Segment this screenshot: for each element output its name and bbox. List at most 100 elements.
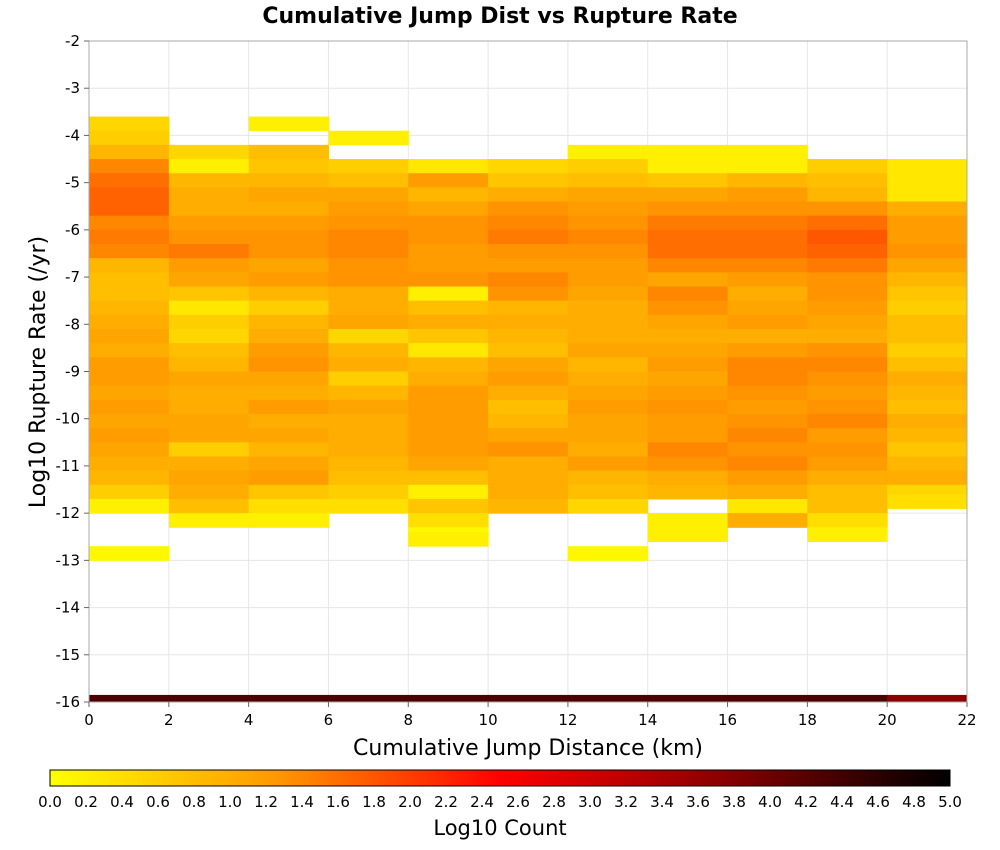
heatmap-cell (328, 244, 409, 259)
heatmap-cell (408, 371, 489, 387)
heatmap-cell (488, 272, 569, 288)
heatmap-cell (567, 428, 649, 443)
heatmap-cell (807, 470, 888, 486)
heatmap-cell (248, 229, 329, 245)
heatmap-cell (567, 470, 649, 486)
y-tick-label: -7 (65, 268, 80, 286)
y-tick-label: -4 (65, 126, 80, 144)
heatmap-cell (567, 546, 649, 561)
heatmap-cell (807, 527, 888, 542)
colorbar-tick-label: 0.4 (110, 793, 134, 811)
heatmap-cell (727, 329, 808, 344)
heatmap-cell (408, 385, 489, 401)
heatmap-cell (488, 343, 569, 358)
heatmap-cell (807, 229, 888, 245)
heatmap-cell (248, 258, 329, 273)
heatmap-cell (328, 428, 409, 443)
heatmap-cell (727, 187, 808, 203)
heatmap-cell (727, 244, 808, 259)
heatmap-cell (488, 215, 569, 231)
heatmap-cell (807, 371, 888, 387)
heatmap-cell (887, 229, 968, 245)
heatmap-cell (408, 159, 489, 174)
x-tick-label: 16 (718, 711, 737, 729)
heatmap-cell (807, 244, 888, 259)
heatmap-cell (328, 130, 409, 146)
heatmap-cell-bottom-band (567, 694, 649, 702)
heatmap-cell (408, 399, 489, 415)
heatmap-cell (727, 385, 808, 401)
heatmap-cell (647, 399, 729, 415)
y-axis-label: Log10 Rupture Rate (/yr) (26, 236, 51, 508)
heatmap-cell (89, 343, 170, 358)
heatmap-cell (488, 229, 569, 245)
heatmap-cell (408, 229, 489, 245)
heatmap-cell (408, 343, 489, 358)
x-axis-label: Cumulative Jump Distance (km) (353, 736, 703, 761)
heatmap-cell (887, 173, 968, 188)
heatmap-cell (567, 159, 649, 174)
heatmap-cell (488, 173, 569, 188)
heatmap-cell (168, 314, 250, 330)
heatmap-cell (807, 215, 888, 231)
heatmap-cell (89, 144, 170, 160)
heatmap-cell (168, 513, 250, 528)
colorbar-tick-label: 0.6 (146, 793, 170, 811)
heatmap-cell (727, 428, 808, 443)
heatmap-cell (248, 428, 329, 443)
chart-title: Cumulative Jump Dist vs Rupture Rate (262, 4, 737, 29)
heatmap-cell-bottom-band (887, 694, 968, 702)
heatmap-cell (89, 201, 170, 217)
heatmap-cell (887, 314, 968, 330)
heatmap-cell (89, 258, 170, 273)
heatmap-cell (408, 272, 489, 288)
heatmap-cell (727, 286, 808, 302)
heatmap-cell (248, 484, 329, 500)
x-tick-label: 22 (957, 711, 976, 729)
heatmap-cell (328, 343, 409, 358)
heatmap-cell (647, 314, 729, 330)
heatmap-cell (727, 413, 808, 429)
heatmap-cell (89, 498, 170, 514)
colorbar-label: Log10 Count (433, 816, 566, 840)
heatmap-cell (807, 428, 888, 443)
heatmap-cell (328, 215, 409, 231)
heatmap-cell (567, 244, 649, 259)
heatmap-cell (248, 314, 329, 330)
heatmap-cell (727, 272, 808, 288)
x-axis-ticks: 0 2 4 6 8 10 12 14 16 18 20 22 (84, 702, 977, 729)
y-tick-label: -10 (56, 410, 81, 428)
heatmap-cell (727, 314, 808, 330)
colorbar-tick-label: 4.2 (794, 793, 818, 811)
heatmap-cell (328, 456, 409, 472)
x-tick-label: 10 (479, 711, 498, 729)
x-tick-label: 8 (403, 711, 413, 729)
heatmap-cell (168, 187, 250, 203)
heatmap-cell (248, 300, 329, 316)
y-tick-label: -13 (56, 551, 81, 569)
colorbar-tick-label: 3.2 (614, 793, 638, 811)
heatmap-cell (248, 357, 329, 372)
heatmap-cell (408, 173, 489, 188)
heatmap-cell (488, 314, 569, 330)
heatmap-cell (727, 399, 808, 415)
heatmap-cell (89, 159, 170, 174)
heatmap-cell (408, 187, 489, 203)
heatmap-cell (567, 201, 649, 217)
colorbar-tick-label: 3.0 (578, 793, 602, 811)
heatmap-cell (408, 215, 489, 231)
heatmap-cell (89, 428, 170, 443)
heatmap-cell (807, 513, 888, 528)
heatmap-cell (727, 484, 808, 500)
heatmap-cell (567, 187, 649, 203)
colorbar-tick-label: 1.0 (218, 793, 242, 811)
heatmap-cell (328, 470, 409, 486)
heatmap-cell (807, 201, 888, 217)
heatmap-cell (488, 201, 569, 217)
heatmap-cell (408, 428, 489, 443)
heatmap-cell (168, 244, 250, 259)
heatmap-cell (567, 229, 649, 245)
y-tick-label: -15 (56, 646, 81, 664)
heatmap-cell (727, 258, 808, 273)
heatmap-cell (727, 470, 808, 486)
